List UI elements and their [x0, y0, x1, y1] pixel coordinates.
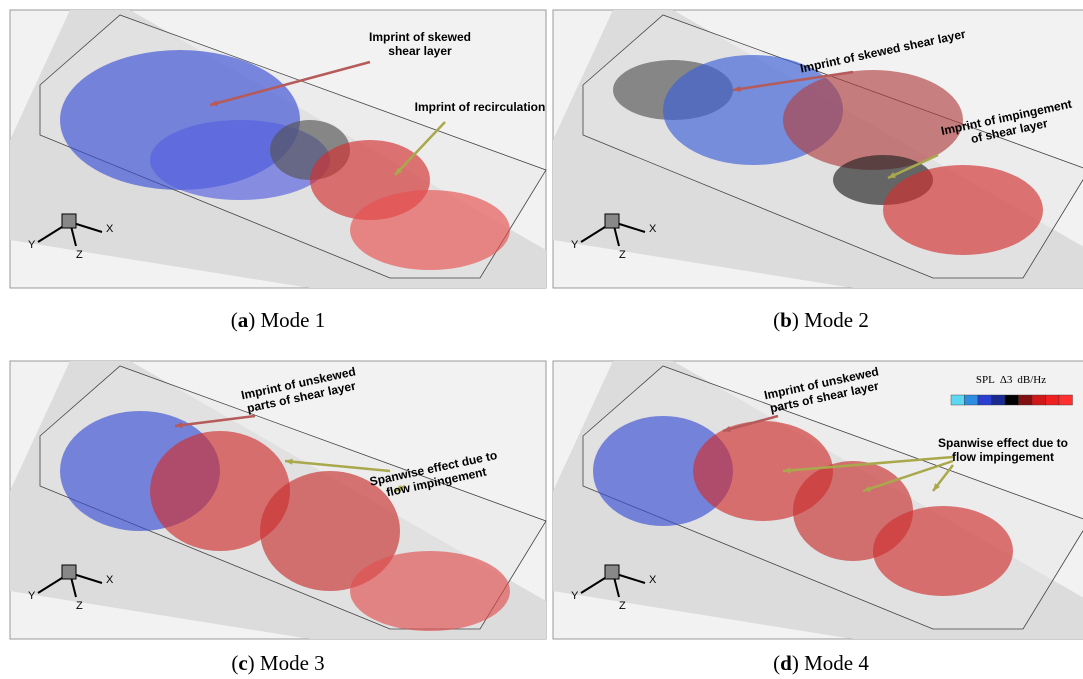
axis-z-label: Z — [76, 249, 83, 261]
colorbar-swatch — [978, 395, 992, 405]
colorbar-swatch — [992, 395, 1006, 405]
caption-label: c — [238, 651, 247, 675]
annotation-text: Spanwise effect due to — [938, 436, 1068, 450]
axis-y-label: Y — [571, 590, 579, 602]
mode-structure — [350, 551, 510, 631]
colorbar-quantity: SPL — [976, 374, 995, 386]
axis-cube — [605, 565, 619, 579]
annotation-text: shear layer — [388, 44, 452, 58]
axis-z-label: Z — [619, 249, 626, 261]
annotation-text: Imprint of skewed — [369, 30, 471, 44]
axis-cube — [605, 214, 619, 228]
caption-suffix: ) Mode 2 — [792, 308, 869, 332]
axis-x-label: X — [649, 223, 657, 235]
caption-suffix: ) Mode 1 — [248, 308, 325, 332]
colorbar-unit: dB/Hz — [1017, 374, 1046, 386]
mode-structure — [873, 506, 1013, 596]
caption-prefix: ( — [773, 308, 780, 332]
colorbar-swatch — [965, 395, 979, 405]
figure: X Y Z Imprint of skewedshear layer Imprint o… — [0, 0, 1083, 679]
colorbar-swatch — [1046, 395, 1060, 405]
axis-y-label: Y — [571, 239, 579, 251]
colorbar-swatch — [1019, 395, 1033, 405]
axis-y-label: Y — [28, 590, 36, 602]
colorbar-label: SPL Δ3 dB/Hz — [976, 374, 1046, 386]
caption-label: a — [238, 308, 249, 332]
axis-x-label: X — [106, 223, 114, 235]
caption: (d) Mode 4 — [773, 651, 869, 675]
axis-z-label: Z — [619, 600, 626, 612]
axis-x-label: X — [106, 574, 114, 586]
axis-x-label: X — [649, 574, 657, 586]
mode-structure — [883, 165, 1043, 255]
caption-prefix: ( — [231, 651, 238, 675]
annotation-text: Imprint of recirculation — [415, 100, 546, 114]
axis-z-label: Z — [76, 600, 83, 612]
colorbar-swatch — [1005, 395, 1019, 405]
colorbar-swatch — [1059, 395, 1073, 405]
axis-y-label: Y — [28, 239, 36, 251]
caption-label: b — [780, 308, 792, 332]
colorbar-step: Δ3 — [1000, 374, 1013, 386]
colorbar-swatch — [951, 395, 965, 405]
colorbar-swatch — [1032, 395, 1046, 405]
caption-prefix: ( — [773, 651, 780, 675]
axis-cube — [62, 214, 76, 228]
caption: (c) Mode 3 — [231, 651, 324, 675]
caption-suffix: ) Mode 3 — [248, 651, 325, 675]
caption-label: d — [780, 651, 792, 675]
caption: (b) Mode 2 — [773, 308, 869, 332]
caption-prefix: ( — [231, 308, 238, 332]
annotation-text: flow impingement — [952, 450, 1054, 464]
axis-cube — [62, 565, 76, 579]
caption: (a) Mode 1 — [231, 308, 326, 332]
mode-structure — [350, 190, 510, 270]
caption-suffix: ) Mode 4 — [792, 651, 869, 675]
